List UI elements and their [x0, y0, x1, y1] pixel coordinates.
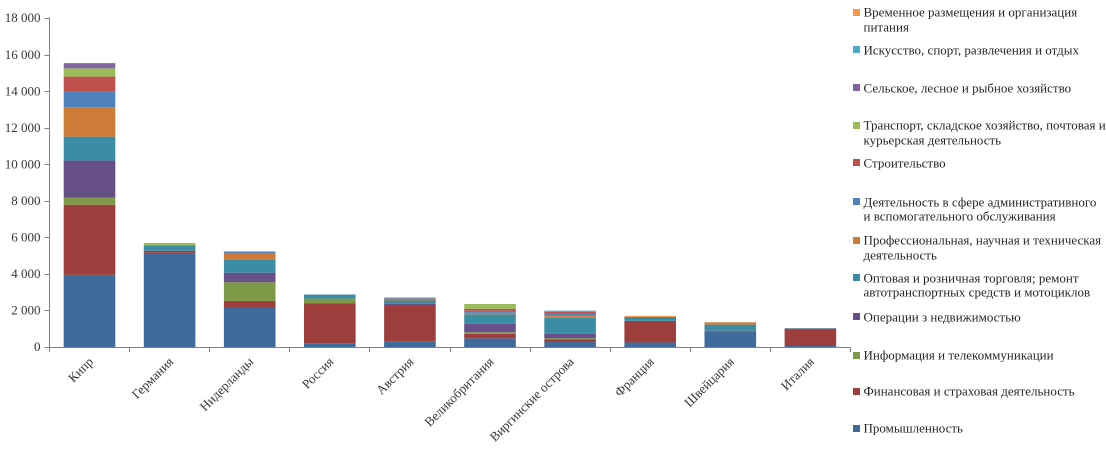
svg-text:10 000: 10 000 — [5, 156, 41, 171]
svg-text:6 000: 6 000 — [11, 230, 40, 245]
svg-text:4 000: 4 000 — [11, 266, 40, 281]
svg-text:8 000: 8 000 — [11, 193, 40, 208]
svg-text:12 000: 12 000 — [5, 120, 41, 135]
svg-text:2 000: 2 000 — [11, 303, 40, 318]
svg-text:Виргинские острова: Виргинские острова — [486, 354, 576, 444]
svg-text:Нидерланды: Нидерланды — [196, 354, 256, 414]
svg-text:Германия: Германия — [129, 354, 177, 402]
svg-text:Италия: Италия — [778, 354, 817, 393]
svg-text:Швейцария: Швейцария — [681, 354, 737, 410]
svg-text:Великобритания: Великобритания — [421, 354, 496, 429]
svg-text:16 000: 16 000 — [5, 47, 41, 62]
svg-text:Франция: Франция — [611, 354, 657, 400]
svg-text:18 000: 18 000 — [5, 10, 41, 25]
svg-text:Австрия: Австрия — [373, 354, 416, 397]
svg-text:Россия: Россия — [299, 354, 337, 392]
svg-text:14 000: 14 000 — [5, 83, 41, 98]
svg-text:Кипр: Кипр — [65, 354, 96, 385]
svg-text:0: 0 — [34, 339, 41, 354]
